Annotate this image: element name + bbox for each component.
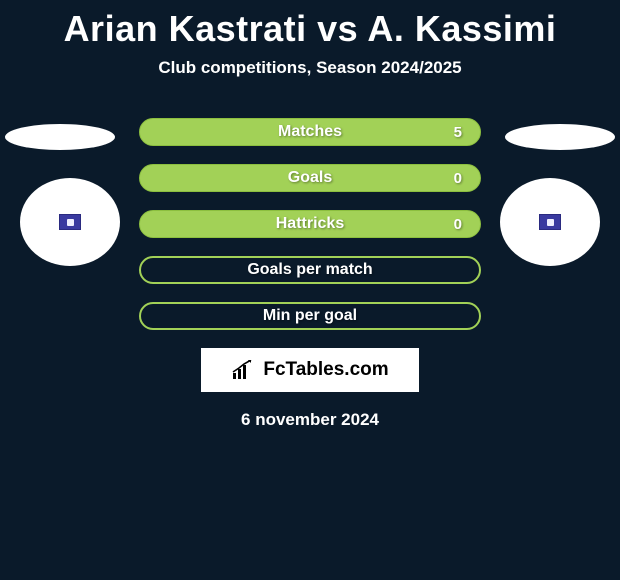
stats-container: Matches 5 Goals 0 Hattricks 0 Goals per … <box>139 118 481 330</box>
page-title: Arian Kastrati vs A. Kassimi <box>0 0 620 50</box>
flag-icon <box>59 214 81 230</box>
stat-value-right: 0 <box>454 170 462 187</box>
brand-label: FcTables.com <box>231 359 388 381</box>
flag-icon <box>539 214 561 230</box>
stat-label: Hattricks <box>276 215 344 233</box>
stat-label: Goals <box>288 169 332 187</box>
page-subtitle: Club competitions, Season 2024/2025 <box>0 58 620 78</box>
stat-label: Min per goal <box>263 307 357 325</box>
date-label: 6 november 2024 <box>0 410 620 430</box>
decor-ellipse-right <box>505 124 615 150</box>
player-badge-left <box>20 178 120 266</box>
stat-row-min-per-goal: Min per goal <box>139 302 481 330</box>
stat-row-matches: Matches 5 <box>139 118 481 146</box>
stat-label: Matches <box>278 123 342 141</box>
decor-ellipse-left <box>5 124 115 150</box>
stat-row-hattricks: Hattricks 0 <box>139 210 481 238</box>
stat-row-goals-per-match: Goals per match <box>139 256 481 284</box>
player-badge-right <box>500 178 600 266</box>
stat-row-goals: Goals 0 <box>139 164 481 192</box>
flag-dot <box>547 219 554 226</box>
stat-value-right: 0 <box>454 216 462 233</box>
brand-box: FcTables.com <box>201 348 419 392</box>
brand-text: FcTables.com <box>263 359 388 381</box>
stat-label: Goals per match <box>247 261 372 279</box>
stat-value-right: 5 <box>454 124 462 141</box>
flag-dot <box>67 219 74 226</box>
chart-icon <box>231 360 259 380</box>
